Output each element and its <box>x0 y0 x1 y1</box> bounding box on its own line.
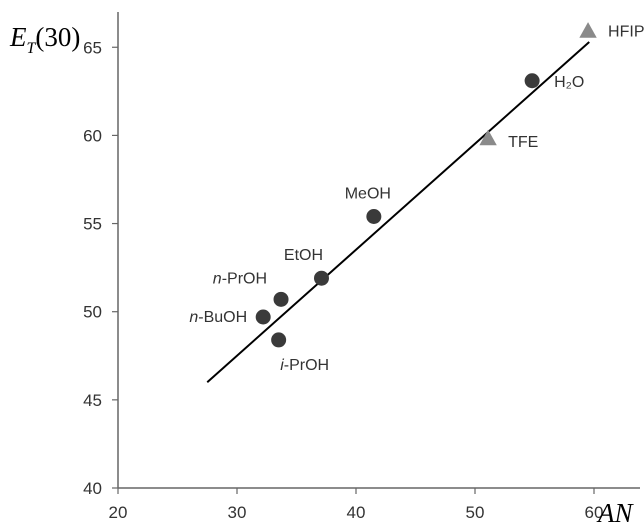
label-i-proh: i-PrOH <box>280 357 329 374</box>
y-tick-label: 65 <box>83 38 102 57</box>
tick-labels: 40 45 50 55 60 65 20 30 40 50 60 <box>83 38 603 522</box>
x-tick-label: 40 <box>347 503 366 522</box>
x-tick-label: 30 <box>228 503 247 522</box>
y-tick-label: 55 <box>83 215 102 234</box>
y-tick-label: 40 <box>83 479 102 498</box>
label-hfip: HFIP <box>608 23 644 40</box>
label-h2o: H₂O <box>554 74 584 91</box>
x-tick-label: 20 <box>109 503 128 522</box>
x-tick-label: 50 <box>466 503 485 522</box>
point-tfe <box>479 129 497 146</box>
point-n-proh <box>273 291 289 307</box>
tick-marks <box>112 46 595 494</box>
point-etoh <box>313 270 329 286</box>
point-h2o <box>524 73 540 89</box>
label-n-buoh: n-BuOH <box>189 309 247 326</box>
y-tick-label: 50 <box>83 303 102 322</box>
label-meoh: MeOH <box>345 186 391 203</box>
y-axis-label: ET(30) <box>9 22 80 57</box>
point-n-buoh <box>255 309 271 325</box>
y-tick-label: 60 <box>83 126 102 145</box>
label-tfe: TFE <box>508 134 538 151</box>
x-tick-label: 60 <box>585 503 604 522</box>
fit-line-group <box>206 41 590 383</box>
point-hfip <box>579 22 597 38</box>
point-i-proh <box>271 332 287 348</box>
point-meoh <box>366 209 382 225</box>
data-points <box>255 22 597 348</box>
label-n-proh: n-PrOH <box>213 270 267 287</box>
axes <box>117 12 640 489</box>
y-tick-label: 45 <box>83 391 102 410</box>
fit-line <box>206 41 590 383</box>
x-axis-label: AN <box>596 498 634 526</box>
point-labels: H₂O MeOH EtOH n-PrOH n-BuOH i-PrOH HFIP TFE <box>189 23 644 374</box>
label-etoh: EtOH <box>284 247 323 264</box>
